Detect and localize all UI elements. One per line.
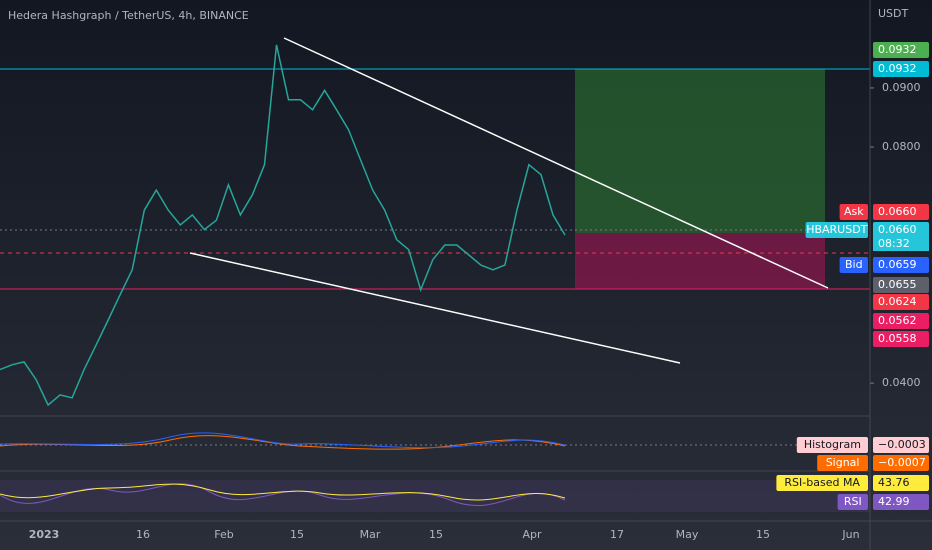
price-tag (873, 313, 929, 329)
countdown: 08:32 (878, 237, 910, 250)
chart-title: Hedera Hashgraph / TetherUS, 4h, BINANCE (8, 9, 249, 22)
indicator-label-box (817, 455, 868, 471)
x-tick-label: 15 (756, 528, 770, 541)
price-tag (873, 257, 929, 273)
price-line (0, 44, 566, 407)
macd-line (0, 432, 566, 449)
x-tick-label: 17 (610, 528, 624, 541)
countdown-box (873, 237, 929, 251)
price-tag (873, 204, 929, 220)
indicator-value: 42.99 (878, 495, 910, 508)
x-tick-label: 16 (136, 528, 150, 541)
indicator-value-box (873, 455, 929, 471)
indicator-label-box (796, 437, 868, 453)
price-tag-value: 0.0659 (878, 258, 917, 271)
indicator-value: 43.76 (878, 476, 910, 489)
x-tick-label: Jun (841, 528, 859, 541)
indicator-value-box (873, 475, 929, 491)
y-tick-label: 0.0800 (882, 140, 921, 153)
indicator-value-box (873, 494, 929, 510)
trend-line (283, 37, 829, 289)
price-tag-value: 0.0624 (878, 295, 917, 308)
y-tick-label: 0.0900 (882, 81, 921, 94)
indicator-value-box (873, 437, 929, 453)
indicator-label: Histogram (804, 438, 861, 451)
price-tag-value: 0.0932 (878, 43, 917, 56)
indicator-label: RSI (844, 495, 862, 508)
indicator-value: −0.0007 (878, 456, 926, 469)
price-tag-label: Bid (845, 258, 863, 271)
x-tick-label: Feb (214, 528, 233, 541)
indicator-label-box (837, 494, 868, 510)
indicator-label-box (776, 475, 868, 491)
price-tag (873, 294, 929, 310)
price-tag-label: HBARUSDT (806, 223, 867, 236)
x-tick-label: May (676, 528, 699, 541)
currency-label: USDT (878, 7, 909, 20)
price-tag (873, 277, 929, 293)
indicator-label: RSI-based MA (784, 476, 860, 489)
price-tag-value: 0.0558 (878, 332, 917, 345)
x-tick-label: Mar (360, 528, 381, 541)
price-tag-label: Ask (844, 205, 864, 218)
price-tag (873, 222, 929, 238)
trend-line (189, 252, 681, 364)
rsi-ma-line (0, 483, 566, 501)
price-tag-value: 0.0660 (878, 205, 917, 218)
signal-line (0, 435, 566, 450)
price-tag-value: 0.0655 (878, 278, 917, 291)
price-tag-value: 0.0660 (878, 223, 917, 236)
x-tick-label: 2023 (29, 528, 60, 541)
price-tag (873, 42, 929, 58)
y-tick-label: 0.0400 (882, 376, 921, 389)
x-tick-label: 15 (290, 528, 304, 541)
x-tick-label: Apr (522, 528, 542, 541)
price-tag-label-box (805, 222, 868, 238)
price-tag (873, 61, 929, 77)
rsi-band (0, 480, 870, 512)
loss-zone (575, 233, 825, 289)
price-tag-value: 0.0932 (878, 62, 917, 75)
price-tag-label-box (839, 257, 868, 273)
indicator-value: −0.0003 (878, 438, 926, 451)
indicator-label: Signal (826, 456, 860, 469)
price-tag-label-box (839, 204, 868, 220)
profit-zone (575, 69, 825, 233)
price-tag (873, 331, 929, 347)
x-tick-label: 15 (429, 528, 443, 541)
price-tag-value: 0.0562 (878, 314, 917, 327)
